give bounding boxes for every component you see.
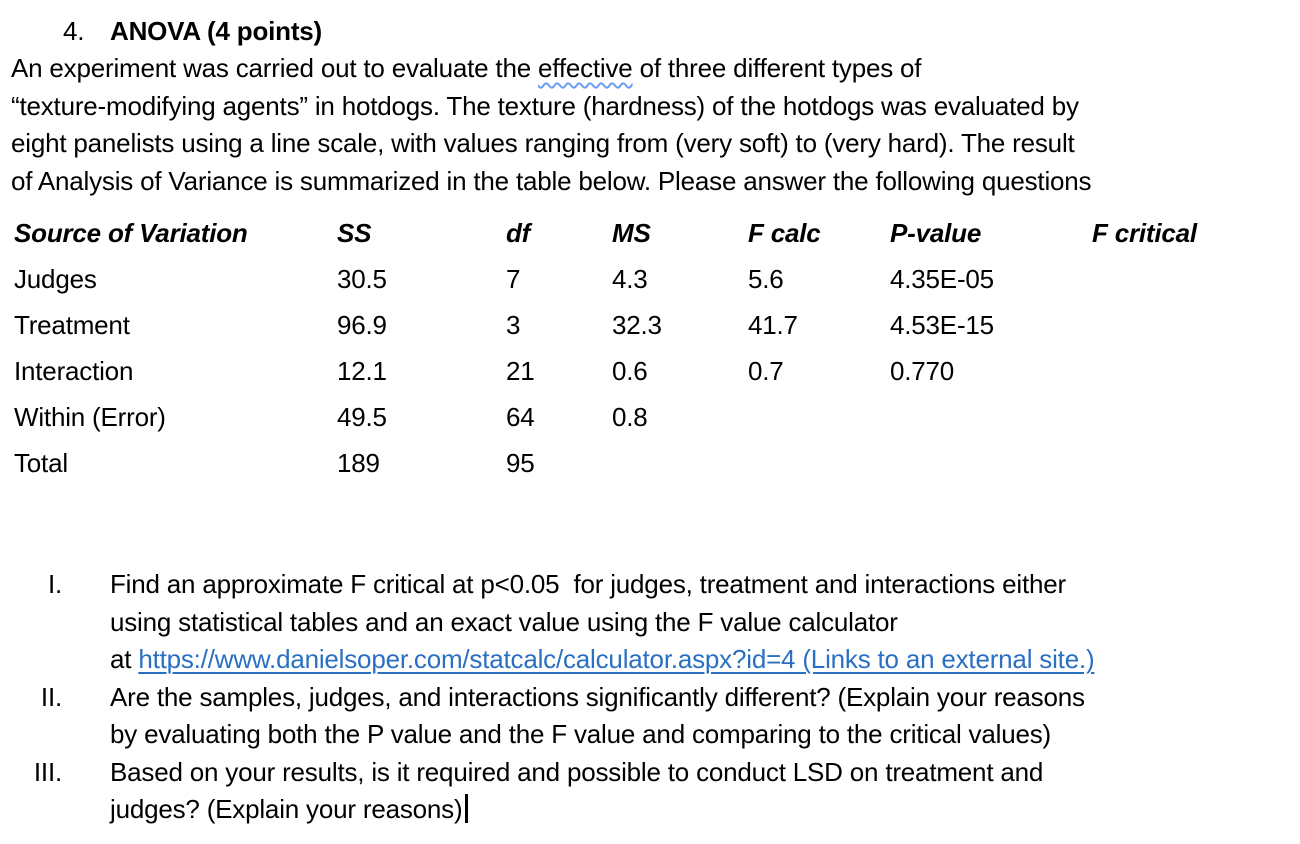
col-header-ss: SS bbox=[337, 218, 372, 248]
list-item-1-line-2: using statistical tables and an exact va… bbox=[0, 604, 1300, 642]
cell-pvalue bbox=[890, 394, 1092, 440]
list-item-2-text: Are the samples, judges, and interaction… bbox=[110, 681, 1085, 712]
question-list: I. Find an approximate F critical at p<0… bbox=[0, 566, 1300, 829]
cell-df: 64 bbox=[506, 402, 535, 432]
cell-fcalc: 0.7 bbox=[748, 356, 784, 386]
table-row-judges: Judges 30.5 7 4.3 5.6 4.35E-05 bbox=[14, 256, 1300, 302]
cell-df: 95 bbox=[506, 448, 535, 478]
cell-ss: 12.1 bbox=[337, 356, 387, 386]
paragraph-line-1-before: An experiment was carried out to evaluat… bbox=[11, 53, 538, 83]
list-item-3-text-cont: judges? (Explain your reasons) bbox=[110, 791, 468, 829]
cell-ss: 30.5 bbox=[337, 264, 387, 294]
table-row-total: Total 189 95 bbox=[14, 440, 1300, 486]
list-item-3-line-1: III. Based on your results, is it requir… bbox=[0, 754, 1300, 792]
cell-ss: 189 bbox=[337, 448, 380, 478]
fvalue-calculator-link[interactable]: https://www.danielsoper.com/statcalc/cal… bbox=[138, 644, 1095, 674]
cell-fcritical bbox=[1092, 302, 1300, 348]
list-numeral-1: I. bbox=[47, 569, 62, 599]
cell-ss: 49.5 bbox=[337, 402, 387, 432]
cell-ms: 32.3 bbox=[612, 310, 662, 340]
cell-fcalc bbox=[748, 394, 890, 440]
list-item-2-line-2: by evaluating both the P value and the F… bbox=[0, 716, 1300, 754]
list-item-3-line-2: judges? (Explain your reasons) bbox=[0, 791, 1300, 829]
cell-df: 21 bbox=[506, 356, 535, 386]
cell-ss: 96.9 bbox=[337, 310, 387, 340]
list-item-2-line-1: II. Are the samples, judges, and interac… bbox=[0, 679, 1300, 717]
list-item-1-line-3: at https://www.danielsoper.com/statcalc/… bbox=[0, 641, 1300, 679]
list-item-1-line-1: I. Find an approximate F critical at p<0… bbox=[0, 566, 1300, 604]
col-header-fcritical: F critical bbox=[1092, 218, 1197, 248]
question-title: ANOVA (4 points) bbox=[110, 16, 323, 46]
col-header-source: Source of Variation bbox=[14, 218, 248, 248]
cell-fcritical bbox=[1092, 394, 1300, 440]
cell-ms: 0.6 bbox=[612, 356, 648, 386]
cell-pvalue: 4.53E-15 bbox=[890, 310, 994, 340]
col-header-df: df bbox=[506, 218, 531, 248]
cell-fcritical bbox=[1092, 348, 1300, 394]
list-item-1-text-cont: using statistical tables and an exact va… bbox=[110, 606, 898, 637]
cell-df: 3 bbox=[506, 310, 521, 340]
paragraph-line-4: of Analysis of Variance is summarized in… bbox=[11, 165, 1092, 196]
cell-source: Judges bbox=[14, 264, 97, 294]
cell-fcritical bbox=[1092, 440, 1300, 486]
list-numeral-2: II. bbox=[40, 681, 62, 712]
table-row-interaction: Interaction 12.1 21 0.6 0.7 0.770 bbox=[14, 348, 1300, 394]
col-header-ms: MS bbox=[612, 218, 651, 248]
col-header-fcalc: F calc bbox=[748, 218, 821, 248]
cell-df: 7 bbox=[506, 264, 521, 294]
question-heading: 4. ANOVA (4 points) bbox=[0, 12, 1300, 50]
cell-fcritical bbox=[1092, 256, 1300, 302]
cell-source: Total bbox=[14, 448, 68, 478]
paragraph-line-1: An experiment was carried out to evaluat… bbox=[11, 50, 1300, 88]
cell-fcalc bbox=[748, 440, 890, 486]
cell-fcalc: 41.7 bbox=[748, 310, 798, 340]
cell-pvalue: 4.35E-05 bbox=[890, 264, 994, 294]
list-item-2-text-cont: by evaluating both the P value and the F… bbox=[110, 719, 1051, 749]
cell-pvalue bbox=[890, 440, 1092, 486]
anova-table: Source of Variation SS df MS F calc P-va… bbox=[0, 210, 1300, 486]
cell-ms bbox=[612, 440, 748, 486]
table-row-within-error: Within (Error) 49.5 64 0.8 bbox=[14, 394, 1300, 440]
spellcheck-flagged-word: effective bbox=[538, 53, 633, 83]
paragraph-line-2: “texture-modifying agents” in hotdogs. T… bbox=[11, 90, 1079, 121]
table-row-treatment: Treatment 96.9 3 32.3 41.7 4.53E-15 bbox=[14, 302, 1300, 348]
cell-ms: 0.8 bbox=[612, 402, 648, 432]
question-number: 4. bbox=[63, 16, 85, 46]
list-item-1-link-line: at https://www.danielsoper.com/statcalc/… bbox=[110, 641, 1095, 679]
cell-pvalue: 0.770 bbox=[890, 356, 955, 386]
intro-paragraph: An experiment was carried out to evaluat… bbox=[0, 50, 1300, 200]
list-item-1-text: Find an approximate F critical at p<0.05… bbox=[110, 569, 1066, 599]
cell-source: Interaction bbox=[14, 356, 134, 386]
paragraph-line-3: eight panelists using a line scale, with… bbox=[11, 128, 1075, 158]
cell-source: Within (Error) bbox=[14, 402, 166, 432]
list-item-3-text: Based on your results, is it required an… bbox=[110, 756, 1044, 787]
list-numeral-3: III. bbox=[33, 756, 62, 787]
anova-table-header-row: Source of Variation SS df MS F calc P-va… bbox=[14, 210, 1300, 256]
cell-source: Treatment bbox=[14, 310, 130, 340]
col-header-pvalue: P-value bbox=[890, 218, 982, 248]
cell-ms: 4.3 bbox=[612, 264, 648, 294]
cell-fcalc: 5.6 bbox=[748, 264, 784, 294]
text-cursor bbox=[465, 794, 468, 823]
paragraph-line-1-after: of three different types of bbox=[632, 53, 922, 83]
link-prefix: at bbox=[110, 644, 139, 674]
